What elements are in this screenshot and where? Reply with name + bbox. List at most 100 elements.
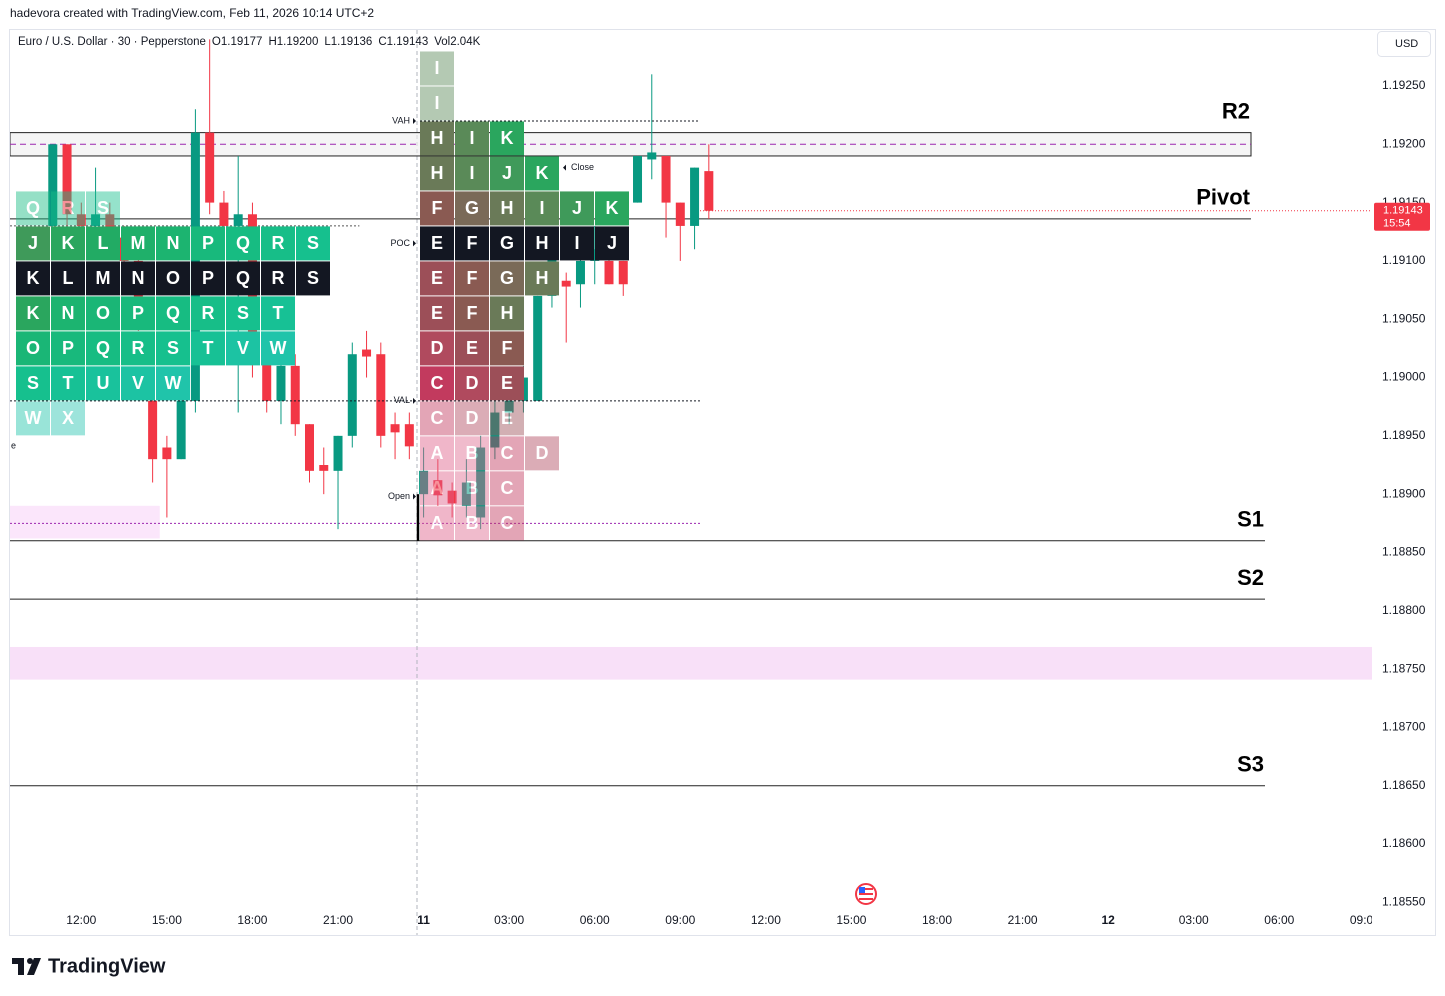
tpo-letter: F <box>467 303 478 323</box>
currency-button[interactable] <box>1377 31 1431 57</box>
candle-body <box>604 260 614 285</box>
tpo-cell <box>226 226 260 261</box>
candle-body <box>290 365 300 425</box>
x-tick-label: 06:00 <box>580 913 610 927</box>
x-tick-label: 03:00 <box>1179 913 1209 927</box>
tpo-letter: C <box>431 373 444 393</box>
tpo-cell <box>490 121 524 156</box>
tpo-letter: H <box>431 128 444 148</box>
tpo-row: E F G H <box>420 261 559 296</box>
tpo-row: I <box>420 51 454 86</box>
candle-body <box>704 171 714 211</box>
tpo-cell <box>86 261 120 296</box>
tpo-cell <box>226 331 260 366</box>
tpo-letter: D <box>536 443 549 463</box>
tpo-letter: I <box>469 128 474 148</box>
tpo-cell <box>156 261 190 296</box>
candle-body <box>675 202 685 226</box>
tpo-letter: V <box>132 373 144 393</box>
tpo-letter: C <box>501 478 514 498</box>
candle-body <box>176 400 186 460</box>
tpo-row: I <box>420 86 454 121</box>
candle-body <box>347 354 357 436</box>
tpo-cell <box>420 121 454 156</box>
x-tick-label: 03:00 <box>494 913 524 927</box>
open-label: Open <box>388 491 410 501</box>
tpo-cell <box>16 191 50 226</box>
tpo-cell <box>51 401 85 436</box>
candle-body <box>62 144 72 215</box>
tpo-letter: S <box>307 268 319 288</box>
x-tick-label: 12:00 <box>751 913 781 927</box>
candle-body <box>76 214 86 226</box>
tpo-cell <box>420 51 454 86</box>
candle-body <box>319 465 329 471</box>
tpo-letter: I <box>539 198 544 218</box>
tpo-letter: T <box>273 303 284 323</box>
tpo-letter: R <box>132 338 145 358</box>
tpo-letter: R <box>272 268 285 288</box>
tpo-cell <box>51 296 85 331</box>
tpo-cell <box>490 401 524 436</box>
x-tick-label: 11 <box>417 913 430 927</box>
tpo-cell <box>261 226 295 261</box>
tpo-letter: D <box>466 373 479 393</box>
tpo-row: C D E <box>420 401 524 436</box>
tpo-cell <box>156 331 190 366</box>
value-area-label: VAL <box>394 395 410 405</box>
tpo-letter: Q <box>166 303 180 323</box>
tpo-letter: J <box>28 233 38 253</box>
candle-body <box>590 249 600 261</box>
candle-body <box>575 260 585 285</box>
tpo-cell <box>191 296 225 331</box>
tpo-letter: I <box>434 93 439 113</box>
ohlc-key: L <box>324 36 331 48</box>
x-tick-label: 18:00 <box>922 913 952 927</box>
tpo-letter: S <box>237 303 249 323</box>
tpo-letter: B <box>466 478 479 498</box>
candle-body <box>219 202 229 226</box>
tpo-letter: E <box>431 303 443 323</box>
x-tick-label: 15:00 <box>836 913 866 927</box>
candle-body <box>162 447 172 460</box>
x-tick-label: 09:00 <box>665 913 695 927</box>
tpo-cell <box>455 226 489 261</box>
tpo-cell <box>455 436 489 471</box>
tpo-cell <box>455 156 489 191</box>
tpo-cell <box>86 331 120 366</box>
tpo-row: Q R S <box>16 191 120 226</box>
marker-arrow <box>413 240 416 247</box>
tpo-letter: H <box>536 233 549 253</box>
tpo-letter: K <box>501 128 514 148</box>
tpo-letter: F <box>467 233 478 253</box>
tpo-cell <box>490 226 524 261</box>
tpo-letter: Q <box>96 338 110 358</box>
time-axis: 12:00 15:00 18:00 21:00 11 03:00 06:00 09:00 12:… <box>66 913 1372 927</box>
tpo-letter: E <box>501 408 513 428</box>
y-tick-label: 1.19000 <box>1382 370 1426 384</box>
tpo-letter: B <box>466 443 479 463</box>
tpo-cell <box>296 226 330 261</box>
tpo-cell <box>191 261 225 296</box>
y-tick-label: 1.18900 <box>1382 486 1426 500</box>
tpo-cell <box>455 191 489 226</box>
x-tick-label: 12:00 <box>66 913 96 927</box>
tpo-cell <box>420 366 454 401</box>
tpo-row: D E F <box>420 331 524 366</box>
tpo-cell <box>490 296 524 331</box>
ohlc-key: H <box>268 36 276 48</box>
tpo-cell <box>156 296 190 331</box>
candle-body <box>647 152 657 160</box>
currency[interactable]: USD <box>1395 38 1418 50</box>
candle-body <box>419 470 429 495</box>
y-tick-label: 1.19100 <box>1382 253 1426 267</box>
tpo-letter: S <box>27 373 39 393</box>
candle-body <box>447 490 457 504</box>
tpo-letter: K <box>62 233 75 253</box>
tpo-letter: W <box>270 338 287 358</box>
tpo-cell <box>226 261 260 296</box>
tpo-cell <box>490 366 524 401</box>
close-label: Close <box>571 162 594 172</box>
